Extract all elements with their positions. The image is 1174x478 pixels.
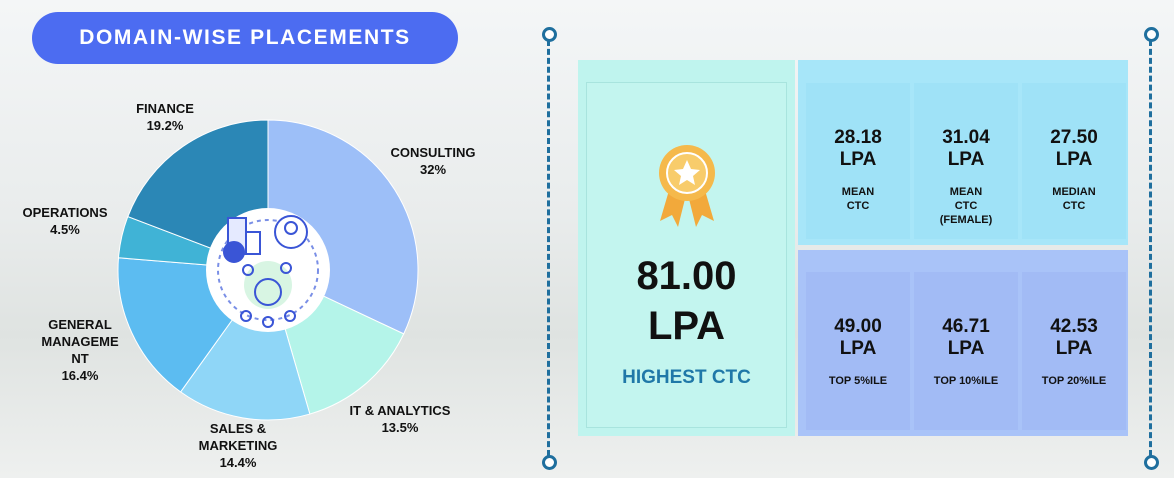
stat-value: 42.53 — [1050, 316, 1098, 337]
donut-chart — [117, 119, 419, 421]
slice-name: CONSULTING — [390, 145, 476, 160]
slice-value: 19.2% — [146, 118, 184, 133]
stat-label: TOP 5%ILE — [828, 375, 888, 387]
slice-label: GENERAL MANAGEMENT 16.4% — [41, 316, 119, 384]
stat-unit: LPA — [839, 149, 877, 170]
slice-name: OPERATIONS — [22, 205, 108, 220]
slice-label: OPERATIONS 4.5% — [5, 204, 125, 238]
slice-label: FINANCE 19.2% — [105, 100, 225, 134]
stat-label: TOP 10%ILE — [933, 375, 999, 387]
slice-label: SALES & MARKETING 14.4% — [183, 420, 293, 471]
stat-label: TOP 20%ILE — [1041, 375, 1107, 387]
stat-cell: 49.00 LPA TOP 5%ILE — [806, 272, 910, 430]
stat-value: 49.00 — [834, 316, 882, 337]
stat-cell: 46.71 LPA TOP 10%ILE — [914, 272, 1018, 430]
stat-cell: 31.04 LPA MEAN CTC (FEMALE) — [914, 83, 1018, 239]
center-icon — [217, 215, 319, 328]
stat-label: MEAN CTC — [841, 186, 875, 212]
stat-unit: LPA — [1055, 149, 1093, 170]
chart-title: DOMAIN-WISE PLACEMENTS — [32, 12, 458, 64]
medal-icon — [658, 145, 715, 227]
slice-value: 14.4% — [219, 455, 257, 470]
stats-panel: 28.18 LPA MEAN CTC 31.04 LPA MEAN CTC (FEMALE… — [798, 60, 1128, 245]
divider — [1149, 40, 1152, 456]
stat-cell: 28.18 LPA MEAN CTC — [806, 83, 910, 239]
divider-end — [1144, 27, 1159, 42]
stat-label: MEAN CTC (FEMALE) — [939, 186, 993, 226]
slice-value: 13.5% — [381, 420, 419, 435]
divider-end — [542, 455, 557, 470]
stat-value: 46.71 — [942, 316, 990, 337]
stat-value: 27.50 — [1050, 127, 1098, 148]
highest-value: 81.00 — [636, 254, 737, 298]
divider-end — [1144, 455, 1159, 470]
divider-end — [542, 27, 557, 42]
slice-name: FINANCE — [136, 101, 194, 116]
slice-name: GENERAL MANAGEMENT — [41, 317, 119, 366]
stat-value: 31.04 — [942, 127, 990, 148]
stat-unit: LPA — [839, 338, 877, 359]
stat-cell: 27.50 LPA MEDIAN CTC — [1022, 83, 1126, 239]
stat-label: MEDIAN CTC — [1052, 186, 1096, 212]
stat-cell: 42.53 LPA TOP 20%ILE — [1022, 272, 1126, 430]
stat-unit: LPA — [947, 149, 985, 170]
slice-value: 16.4% — [61, 368, 99, 383]
slice-label: CONSULTING 32% — [373, 144, 493, 178]
stat-unit: LPA — [1055, 338, 1093, 359]
highest-unit: LPA — [647, 304, 726, 348]
slice-value: 32% — [419, 162, 447, 177]
stat-value: 28.18 — [834, 127, 882, 148]
highest-card: 81.00 LPA HIGHEST CTC — [578, 60, 795, 436]
slice-name: IT & ANALYTICS — [349, 403, 451, 418]
stat-unit: LPA — [947, 338, 985, 359]
divider — [547, 40, 550, 456]
slice-value: 4.5% — [50, 222, 80, 237]
percentile-panel: 49.00 LPA TOP 5%ILE 46.71 LPA TOP 10%ILE 42.53… — [798, 250, 1128, 436]
slices — [117, 119, 419, 421]
highest-label: HIGHEST CTC — [622, 367, 751, 388]
slice-label: IT & ANALYTICS 13.5% — [335, 402, 465, 436]
slice-name: SALES & MARKETING — [198, 421, 278, 453]
